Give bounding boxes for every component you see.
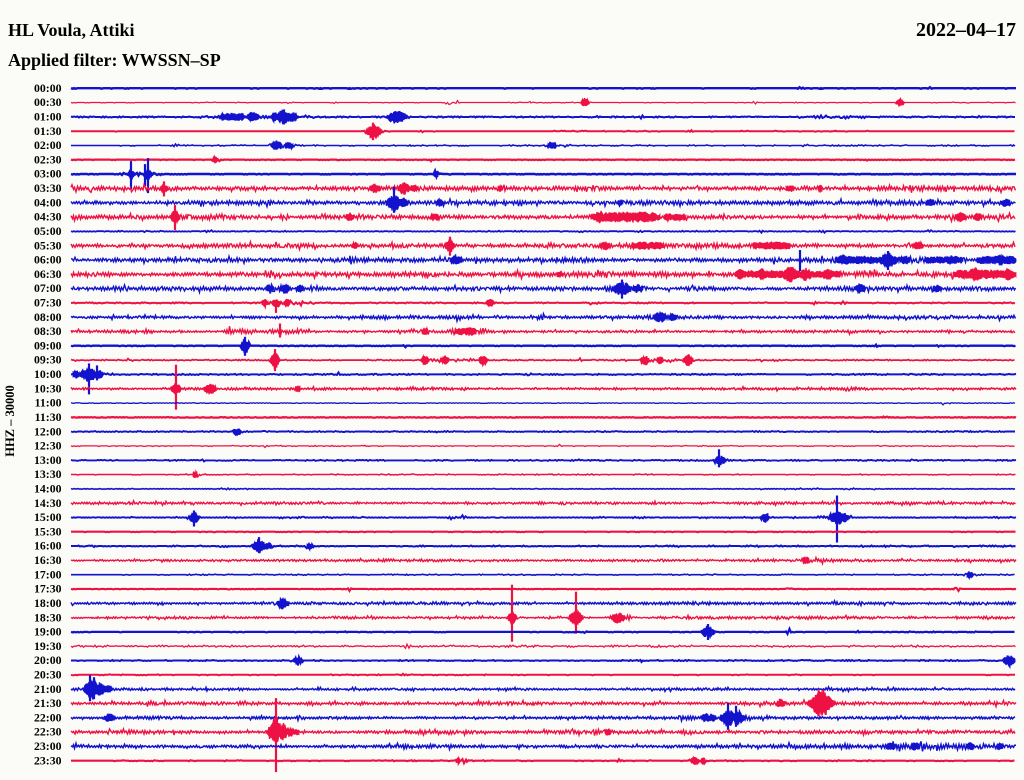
svg-text:15:00: 15:00 [34,510,62,524]
svg-text:07:00: 07:00 [34,281,62,295]
svg-text:14:30: 14:30 [34,496,62,510]
svg-text:21:00: 21:00 [34,682,62,696]
svg-text:02:30: 02:30 [34,152,62,166]
svg-text:02:00: 02:00 [34,138,62,152]
svg-text:12:30: 12:30 [34,439,62,453]
svg-text:04:00: 04:00 [34,195,62,209]
svg-text:06:00: 06:00 [34,253,62,267]
svg-text:10:00: 10:00 [34,367,62,381]
svg-text:20:00: 20:00 [34,653,62,667]
svg-text:22:30: 22:30 [34,725,62,739]
svg-text:07:30: 07:30 [34,296,62,310]
svg-text:17:00: 17:00 [34,567,62,581]
svg-text:01:30: 01:30 [34,124,62,138]
svg-text:16:30: 16:30 [34,553,62,567]
svg-text:16:00: 16:00 [34,539,62,553]
svg-text:00:30: 00:30 [34,95,62,109]
svg-text:08:30: 08:30 [34,324,62,338]
svg-text:18:30: 18:30 [34,610,62,624]
svg-text:HHZ – 30000: HHZ – 30000 [3,385,17,457]
svg-text:13:00: 13:00 [34,453,62,467]
svg-text:23:30: 23:30 [34,753,62,767]
svg-text:Applied filter: WWSSN–SP: Applied filter: WWSSN–SP [8,50,221,70]
svg-text:04:30: 04:30 [34,210,62,224]
svg-text:15:30: 15:30 [34,524,62,538]
svg-text:08:00: 08:00 [34,310,62,324]
svg-text:13:30: 13:30 [34,467,62,481]
svg-text:05:00: 05:00 [34,224,62,238]
svg-text:23:00: 23:00 [34,739,62,753]
svg-text:03:30: 03:30 [34,181,62,195]
svg-text:HL Voula, Attiki: HL Voula, Attiki [8,20,135,40]
svg-text:10:30: 10:30 [34,381,62,395]
svg-text:03:00: 03:00 [34,167,62,181]
svg-text:00:00: 00:00 [34,81,62,95]
svg-text:11:00: 11:00 [35,396,62,410]
svg-text:01:00: 01:00 [34,110,62,124]
svg-text:19:30: 19:30 [34,639,62,653]
svg-text:19:00: 19:00 [34,625,62,639]
svg-text:17:30: 17:30 [34,582,62,596]
svg-text:20:30: 20:30 [34,668,62,682]
svg-text:14:00: 14:00 [34,482,62,496]
svg-text:11:30: 11:30 [35,410,62,424]
svg-text:12:00: 12:00 [34,424,62,438]
svg-text:06:30: 06:30 [34,267,62,281]
svg-text:09:30: 09:30 [34,353,62,367]
svg-text:18:00: 18:00 [34,596,62,610]
svg-text:22:00: 22:00 [34,710,62,724]
svg-text:09:00: 09:00 [34,338,62,352]
svg-text:2022–04–17: 2022–04–17 [916,19,1016,41]
svg-text:21:30: 21:30 [34,696,62,710]
svg-text:05:30: 05:30 [34,238,62,252]
